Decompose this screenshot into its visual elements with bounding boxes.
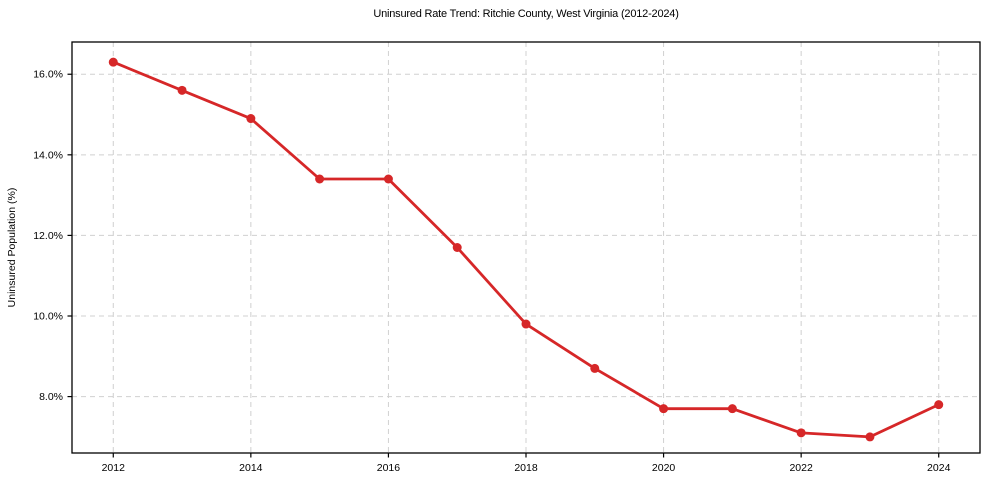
x-tick-label: 2016: [377, 462, 401, 474]
y-tick-label: 8.0%: [39, 391, 63, 403]
x-tick-label: 2020: [652, 462, 676, 474]
data-point: [865, 432, 875, 442]
data-point: [521, 319, 531, 329]
data-point: [590, 363, 600, 373]
y-axis-label: Uninsured Population (%): [6, 188, 18, 308]
x-tick-label: 2012: [102, 462, 126, 474]
x-tick-label: 2022: [789, 462, 813, 474]
x-tick-label: 2014: [239, 462, 263, 474]
y-tick-label: 14.0%: [33, 149, 63, 161]
data-point: [177, 85, 187, 95]
data-point: [659, 404, 669, 414]
data-point: [383, 174, 393, 184]
data-points: [108, 57, 944, 442]
chart-title: Uninsured Rate Trend: Ritchie County, We…: [373, 8, 679, 20]
plot-border: [71, 41, 981, 454]
y-tick-label: 12.0%: [33, 230, 63, 242]
gridlines: [72, 42, 980, 453]
data-point: [315, 174, 325, 184]
data-point: [108, 57, 118, 67]
y-axis-ticks: 8.0% 10.0% 12.0% 14.0% 16.0%: [33, 69, 72, 403]
data-point: [246, 114, 256, 124]
x-tick-label: 2024: [927, 462, 951, 474]
x-tick-label: 2018: [514, 462, 538, 474]
data-point: [727, 404, 737, 414]
y-tick-label: 10.0%: [33, 311, 63, 323]
data-point: [452, 243, 462, 252]
data-point: [934, 400, 944, 410]
data-point: [796, 428, 806, 438]
y-tick-label: 16.0%: [33, 69, 63, 81]
x-axis-ticks: 2012 2014 2016 2018 2020 2022 2024: [102, 453, 951, 474]
